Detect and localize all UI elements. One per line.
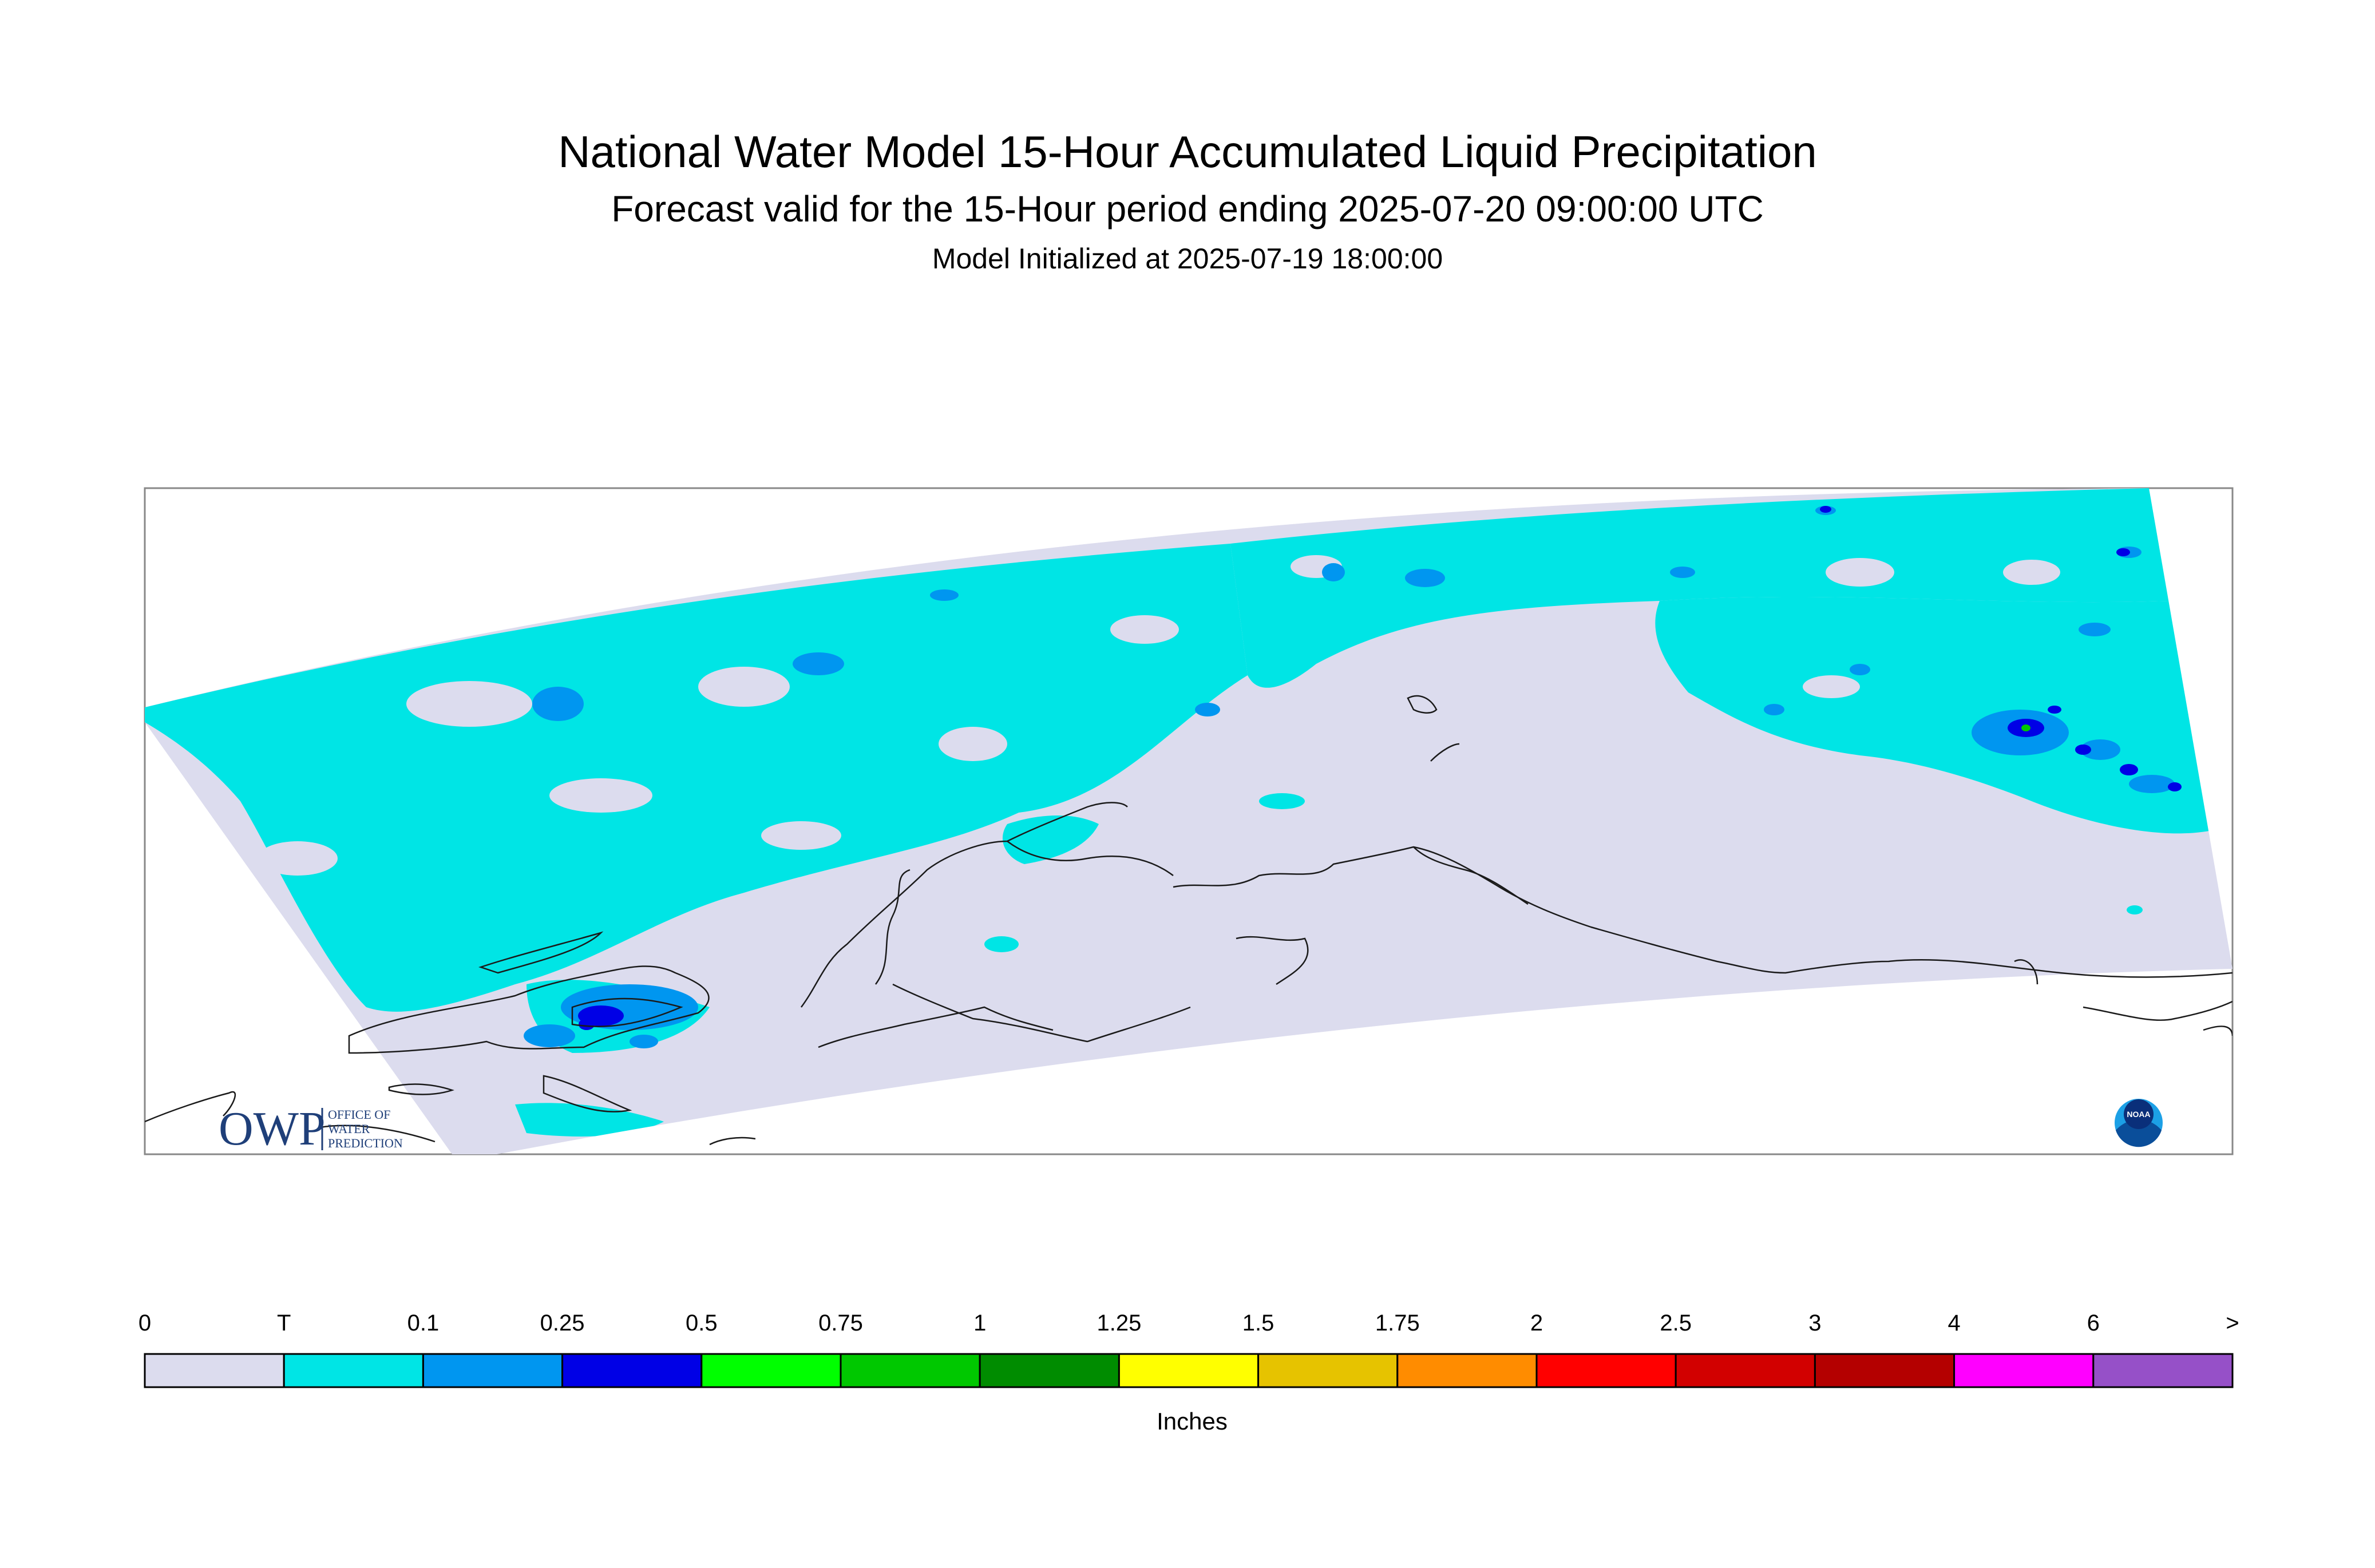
legend-colorbar (144, 1353, 2234, 1388)
legend-swatch (840, 1353, 981, 1388)
legend-swatch (283, 1353, 424, 1388)
legend-swatch (2092, 1353, 2234, 1388)
owp-logo-mark: OWP (219, 1102, 326, 1155)
legend-swatch (1814, 1353, 1956, 1388)
legend-tick-label: 2.5 (1660, 1310, 1692, 1336)
legend-swatch (1535, 1353, 1677, 1388)
coastlines (145, 695, 2232, 1146)
owp-logo-line: PREDICTION (328, 1136, 403, 1150)
legend-tick-label: 3 (1808, 1310, 1822, 1336)
heavy-precip-spot (2021, 724, 2030, 731)
title-block: National Water Model 15-Hour Accumulated… (0, 123, 2375, 280)
map-subtitle: Forecast valid for the 15-Hour period en… (611, 188, 1764, 229)
legend-tick-label: 1.75 (1375, 1310, 1420, 1336)
noaa-logo: NOAA (2115, 1099, 2163, 1147)
legend-swatch (1953, 1353, 2095, 1388)
noaa-logo-text: NOAA (2127, 1110, 2150, 1119)
legend-tick-label: 6 (2087, 1310, 2100, 1336)
legend-tick-label: 0.75 (818, 1310, 863, 1336)
legend-tick-label: T (276, 1310, 291, 1336)
legend-swatch (422, 1353, 564, 1388)
legend-swatch (1675, 1353, 1816, 1388)
legend-swatch (561, 1353, 703, 1388)
legend-tick-label: > (2226, 1310, 2239, 1336)
legend-swatch (700, 1353, 842, 1388)
legend-units: Inches (1157, 1408, 1228, 1435)
no-precip-gaps (258, 555, 2060, 876)
legend-tick-label: 0 (138, 1310, 152, 1336)
legend-tick-label: 1.5 (1242, 1310, 1274, 1336)
owp-logo: OWP OFFICE OF WATER PREDICTION (219, 1102, 403, 1155)
owp-logo-line: WATER (328, 1122, 370, 1136)
legend-tick-label: 2 (1530, 1310, 1543, 1336)
legend-swatch (144, 1353, 285, 1388)
precip-field (145, 488, 2215, 1137)
legend-tick-label: 0.5 (685, 1310, 718, 1336)
legend-tick-label: 1.25 (1097, 1310, 1142, 1336)
legend-swatch (1257, 1353, 1399, 1388)
trace-precip-areas (145, 488, 2215, 1137)
owp-logo-line: OFFICE OF (328, 1107, 390, 1122)
init-time: Model Initialized at 2025-07-19 18:00:00 (932, 243, 1443, 275)
legend-swatch (979, 1353, 1120, 1388)
legend-swatch (1118, 1353, 1260, 1388)
legend-tick-label: 0.25 (540, 1310, 585, 1336)
legend-swatch (1396, 1353, 1538, 1388)
legend-tick-label: 4 (1948, 1310, 1961, 1336)
map-title: National Water Model 15-Hour Accumulated… (558, 126, 1817, 177)
legend-tick-label: 0.1 (407, 1310, 440, 1336)
legend-tick-label: 1 (973, 1310, 987, 1336)
